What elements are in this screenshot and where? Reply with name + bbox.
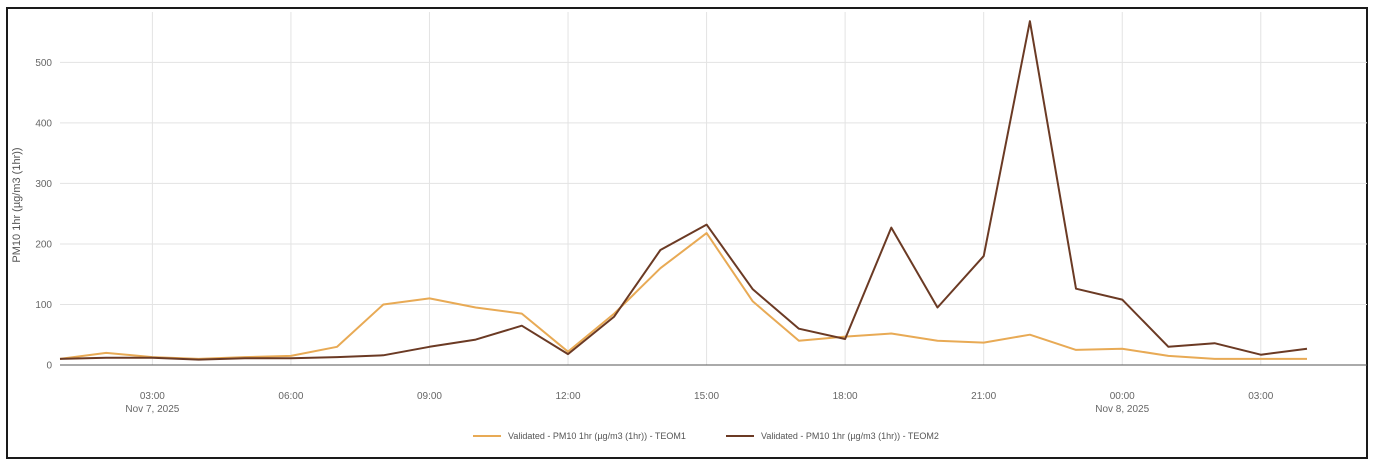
- x-tick-date-label: Nov 7, 2025: [125, 404, 179, 415]
- x-tick-label: 03:00: [1248, 391, 1273, 402]
- x-axis: 03:00 Nov 7, 2025 06:00 09:00 12:00 15:00 18:0…: [125, 391, 1273, 415]
- y-tick-label: 400: [35, 118, 52, 129]
- x-tick-label: 18:00: [833, 391, 858, 402]
- y-tick-label: 0: [46, 361, 52, 372]
- x-tick-label: 00:00: [1110, 391, 1135, 402]
- series-line-1: [59, 232, 1307, 360]
- series-line-2: [59, 20, 1308, 361]
- y-axis-label: PM10 1hr (µg/m3 (1hr)): [11, 147, 23, 262]
- y-tick-label: 300: [35, 179, 52, 190]
- x-tick-date-label: Nov 8, 2025: [1095, 404, 1149, 415]
- legend: Validated - PM10 1hr (µg/m3 (1hr)) - TEO…: [473, 431, 939, 441]
- series-lines: [59, 20, 1308, 361]
- grid: [60, 12, 1367, 366]
- x-tick-label: 06:00: [278, 391, 303, 402]
- y-tick-label: 100: [35, 300, 52, 311]
- legend-label-2: Validated - PM10 1hr (µg/m3 (1hr)) - TEO…: [761, 431, 939, 441]
- x-tick-label: 12:00: [556, 391, 581, 402]
- y-tick-label: 200: [35, 239, 52, 250]
- x-tick-label: 09:00: [417, 391, 442, 402]
- x-tick-label: 21:00: [971, 391, 996, 402]
- x-tick-label: 03:00: [140, 391, 165, 402]
- x-tick-label: 15:00: [694, 391, 719, 402]
- chart-frame: [6, 7, 1368, 459]
- legend-label-1: Validated - PM10 1hr (µg/m3 (1hr)) - TEO…: [508, 431, 686, 441]
- y-tick-label: 500: [35, 58, 52, 69]
- y-axis: 0 100 200 300 400 500: [35, 58, 52, 372]
